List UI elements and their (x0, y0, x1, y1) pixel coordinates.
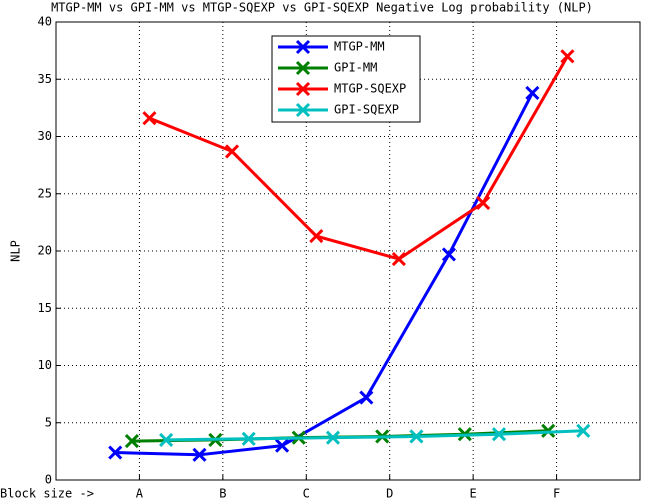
x-tick-label: C (303, 487, 310, 501)
marker (309, 229, 324, 244)
legend-marker (295, 60, 311, 76)
marker (124, 434, 139, 449)
x-tick-label: E (470, 487, 477, 501)
y-tick-label: 35 (38, 72, 52, 86)
y-tick-label: 25 (38, 186, 52, 200)
y-tick-label: 30 (38, 129, 52, 143)
y-tick-label: 0 (45, 473, 52, 487)
axes-box (55, 21, 641, 481)
x-tick-label: D (386, 487, 393, 501)
x-axis-label: Block size -> (0, 487, 94, 501)
legend-marker (295, 102, 311, 118)
y-tick-label: 40 (38, 15, 52, 29)
y-tick-label: 5 (45, 415, 52, 429)
series-line (166, 429, 584, 442)
legend-label: GPI-MM (334, 61, 377, 75)
y-tick-label: 15 (38, 301, 52, 315)
x-tick-label: A (136, 487, 144, 501)
legend-marker (295, 81, 311, 97)
marker (241, 431, 256, 446)
legend-box (271, 35, 421, 123)
legend-label: MTGP-SQEXP (334, 82, 406, 96)
marker (476, 195, 491, 210)
chart-title: MTGP-MM vs GPI-MM vs MTGP-SQEXP vs GPI-S… (51, 1, 593, 15)
marker (142, 111, 157, 126)
marker (108, 445, 123, 460)
marker (409, 429, 424, 444)
marker (275, 438, 290, 453)
y-axis-label: NLP (9, 240, 23, 262)
x-tick-label: B (219, 487, 226, 501)
x-tick-label: F (553, 487, 560, 501)
marker (192, 447, 207, 462)
marker (525, 85, 540, 101)
marker (359, 390, 374, 405)
marker (325, 430, 341, 445)
series-line (115, 92, 534, 457)
y-tick-label: 10 (38, 358, 52, 372)
marker (441, 247, 457, 262)
legend-marker (295, 39, 311, 55)
marker (224, 144, 240, 159)
y-tick-label: 20 (38, 244, 52, 258)
marker (560, 49, 575, 64)
series-line (148, 55, 569, 261)
legend-label: MTGP-MM (334, 40, 385, 54)
marker (159, 432, 174, 447)
marker (391, 251, 406, 267)
legend-label: GPI-SQEXP (334, 103, 399, 117)
marker (491, 427, 507, 442)
marker (576, 423, 591, 438)
